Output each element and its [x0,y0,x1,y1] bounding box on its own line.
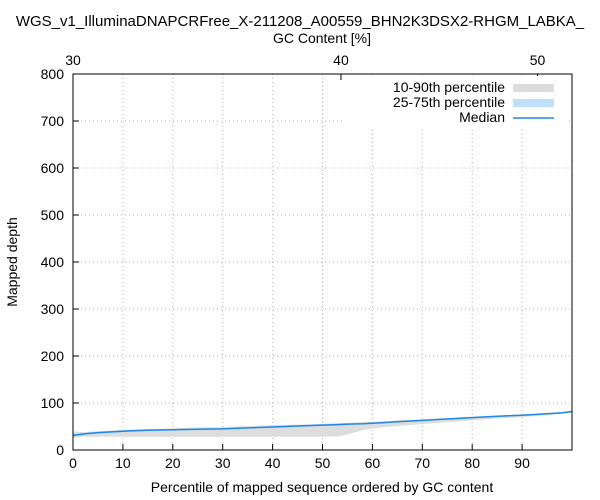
x-tick-label: 10 [115,455,131,471]
x-tick-label: 0 [69,455,77,471]
x2-tick-label: 30 [65,52,81,68]
x-axis-label: Percentile of mapped sequence ordered by… [151,479,494,495]
y-tick-label: 700 [41,113,65,129]
x-tick-label: 70 [415,455,431,471]
x-tick-label: 40 [265,455,281,471]
x2-tick-label: 50 [530,52,546,68]
x-tick-label: 20 [165,455,181,471]
y-tick-label: 100 [41,395,65,411]
chart-title: WGS_v1_IlluminaDNAPCRFree_X-211208_A0055… [16,13,585,30]
y-axis-label: Mapped depth [4,217,20,307]
legend-swatch-25-75 [513,99,554,107]
legend-swatch-10-90 [513,84,554,92]
legend-label-25-75: 25-75th percentile [393,94,505,110]
y-tick-label: 0 [56,442,64,458]
x2-axis-label: GC Content [%] [273,30,371,46]
y-tick-label: 400 [41,254,65,270]
x-tick-label: 50 [315,455,331,471]
legend-label-10-90: 10-90th percentile [393,79,505,95]
x-tick-label: 30 [215,455,231,471]
y-tick-label: 800 [41,66,65,82]
x-tick-label: 60 [365,455,381,471]
y-tick-label: 500 [41,207,65,223]
x2-tick-label: 40 [333,52,349,68]
y-tick-label: 600 [41,160,65,176]
median-line-group [72,410,573,437]
grid [73,74,572,450]
x-tick-label: 80 [464,455,480,471]
legend-label-median: Median [459,109,505,125]
axis-ticks: 0 10 20 30 40 50 60 70 80 90 0 100 200 300 400 500 600 70… [41,52,546,471]
y-tick-label: 300 [41,301,65,317]
y-tick-label: 200 [41,348,65,364]
x-tick-label: 90 [514,455,530,471]
legend: 10-90th percentile 25-75th percentile Me… [345,76,567,128]
median-line [72,410,573,437]
